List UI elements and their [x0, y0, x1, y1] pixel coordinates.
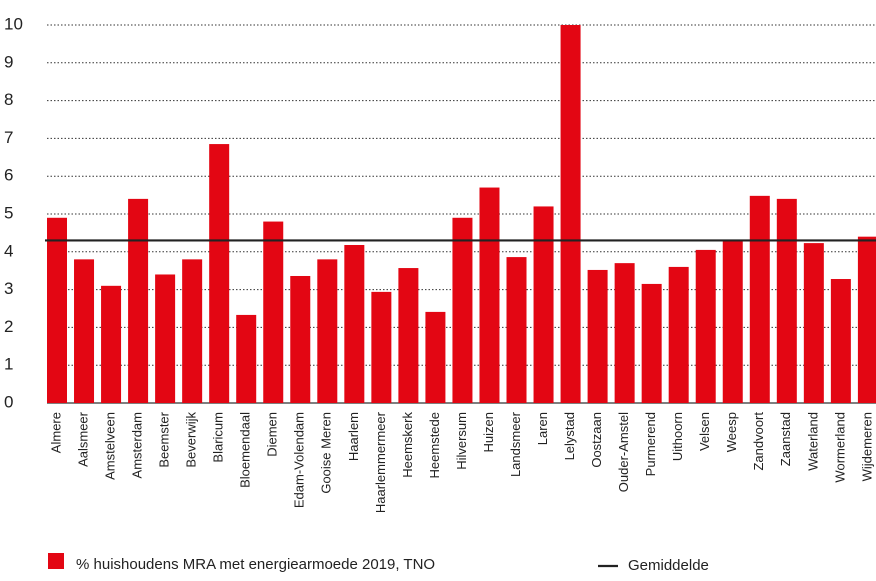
bar [155, 274, 176, 403]
bar [290, 275, 311, 403]
x-tick-label: Blaricum [211, 412, 226, 463]
bar [425, 311, 446, 403]
y-tick-label: 10 [4, 14, 23, 33]
bar [479, 187, 500, 403]
x-tick-label: Heemstede [427, 412, 442, 478]
bar [344, 244, 365, 403]
x-tick-label: Gooise Meren [319, 412, 334, 494]
bar [182, 259, 203, 403]
y-tick-label: 5 [4, 203, 13, 222]
x-tick-label: Zaanstad [778, 412, 793, 466]
bar [128, 198, 149, 403]
y-tick-label: 8 [4, 90, 13, 109]
bar [101, 285, 122, 403]
y-tick-label: 9 [4, 52, 13, 71]
legend-label: Gemiddelde [628, 557, 709, 574]
y-tick-label: 0 [4, 392, 13, 411]
bar [398, 268, 419, 403]
x-tick-label: Zandvoort [751, 412, 766, 471]
bar [614, 263, 635, 403]
legend-label: % huishoudens MRA met energiearmoede 201… [76, 556, 435, 573]
x-tick-label: Ouder-Amstel [616, 412, 631, 492]
y-tick-label: 4 [4, 241, 13, 260]
bar [668, 266, 689, 403]
x-tick-label: Huizen [481, 412, 496, 452]
x-tick-label: Purmerend [643, 412, 658, 476]
bar [830, 279, 851, 403]
bar [749, 195, 770, 403]
y-tick-label: 6 [4, 166, 13, 185]
bar [209, 144, 230, 403]
x-tick-label: Oostzaan [589, 412, 604, 468]
x-tick-label: Landsmeer [508, 411, 523, 477]
x-tick-label: Hilversum [454, 412, 469, 470]
legend-swatch [48, 553, 64, 569]
bar [533, 206, 554, 403]
bar [317, 259, 338, 403]
x-tick-label: Bloemendaal [238, 412, 253, 488]
x-tick-label: Heemskerk [400, 412, 415, 478]
x-tick-label: Almere [48, 412, 63, 453]
bar [371, 291, 392, 403]
bar [587, 269, 608, 403]
x-tick-label: Edam-Volendam [292, 412, 307, 508]
x-tick-label: Weesp [724, 412, 739, 452]
x-tick-label: Wijdemeren [859, 412, 874, 481]
bar [452, 217, 473, 403]
x-tick-label: Beverwijk [184, 412, 199, 468]
y-tick-label: 7 [4, 128, 13, 147]
x-tick-label: Uithoorn [670, 412, 685, 461]
x-tick-label: Laren [535, 412, 550, 445]
bar [47, 217, 67, 403]
bar [560, 25, 581, 403]
x-tick-label: Amsterdam [130, 412, 145, 478]
y-tick-label: 1 [4, 355, 13, 374]
x-tick-label: Haarlem [346, 412, 361, 461]
x-tick-label: Haarlemmermeer [373, 411, 388, 513]
bar [263, 221, 284, 403]
bar [695, 249, 716, 403]
bar [722, 240, 743, 403]
bar [74, 259, 95, 403]
x-tick-label: Diemen [265, 412, 280, 457]
bar [803, 243, 824, 403]
bar [641, 283, 662, 403]
bar [236, 314, 257, 403]
bar [857, 236, 876, 403]
bar [776, 198, 797, 403]
x-tick-label: Wormerland [832, 412, 847, 483]
x-tick-label: Beemster [157, 411, 172, 467]
x-tick-label: Aalsmeer [75, 411, 90, 467]
y-tick-label: 2 [4, 317, 13, 336]
bar [506, 257, 527, 403]
y-tick-label: 3 [4, 279, 13, 298]
x-tick-label: Velsen [697, 412, 712, 451]
x-tick-label: Lelystad [562, 412, 577, 460]
x-tick-label: Amstelveen [102, 412, 117, 480]
x-tick-label: Waterland [805, 412, 820, 471]
